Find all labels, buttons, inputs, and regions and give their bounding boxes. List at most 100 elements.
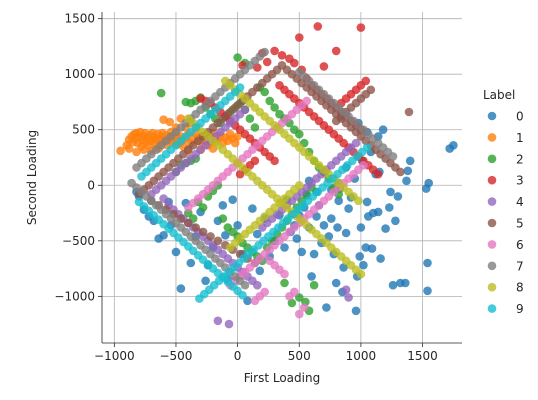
legend: Label 0 1 2 3 4 5 6 7 8 9: [483, 88, 524, 316]
point-label-0: [386, 187, 395, 197]
point-label-0: [356, 223, 366, 232]
point-label-6: [290, 287, 299, 297]
point-label-7: [388, 152, 398, 161]
point-label-2: [265, 96, 275, 106]
point-label-3: [270, 156, 279, 166]
point-label-0: [423, 286, 432, 296]
point-label-8: [356, 269, 366, 279]
y-tick-label: −1000: [54, 289, 95, 303]
point-label-0: [154, 234, 163, 243]
point-label-2: [250, 123, 260, 132]
point-label-2: [309, 280, 319, 290]
point-label-0: [255, 266, 265, 276]
point-label-0: [322, 303, 331, 312]
point-label-9: [235, 83, 245, 92]
x-axis-label: First Loading: [244, 371, 320, 385]
y-tick-label: 1000: [64, 67, 95, 81]
point-label-2: [218, 214, 228, 223]
point-label-0: [344, 204, 353, 213]
point-label-4: [341, 285, 351, 295]
point-label-4: [224, 319, 234, 329]
point-label-0: [355, 252, 365, 261]
point-label-6: [250, 296, 260, 306]
point-label-0: [423, 258, 432, 268]
point-label-3: [270, 46, 279, 56]
y-tick-label: 0: [87, 178, 95, 192]
point-label-6: [302, 96, 312, 106]
point-label-6: [295, 309, 304, 319]
legend-label-5: 5: [516, 217, 524, 231]
point-label-3: [290, 58, 299, 68]
point-label-3: [313, 22, 323, 31]
point-label-0: [331, 278, 341, 288]
point-label-0: [364, 212, 373, 221]
point-label-5: [331, 116, 341, 126]
legend-marker-1: [487, 133, 497, 142]
point-label-2: [198, 203, 208, 212]
point-label-4: [240, 105, 250, 114]
point-label-5: [277, 61, 287, 70]
x-tick-label: 0: [234, 349, 242, 363]
point-label-0: [421, 184, 431, 193]
point-label-4: [351, 138, 361, 148]
x-axis-ticks: −1000 −500 0 500 1000 1500: [94, 343, 438, 363]
point-label-0: [201, 276, 210, 286]
point-label-0: [252, 229, 262, 239]
point-label-0: [186, 258, 196, 268]
point-label-0: [280, 243, 289, 252]
point-label-5: [404, 107, 414, 117]
legend-label-7: 7: [516, 259, 524, 273]
point-label-0: [333, 223, 342, 232]
point-label-0: [376, 254, 385, 263]
point-label-0: [233, 221, 242, 230]
point-label-0: [385, 203, 394, 212]
point-label-0: [176, 284, 186, 293]
point-label-0: [405, 156, 415, 166]
point-label-0: [402, 176, 411, 186]
point-label-0: [248, 204, 257, 213]
legend-title: Label: [483, 88, 515, 102]
y-tick-label: 1500: [64, 12, 95, 26]
point-label-0: [171, 247, 181, 257]
point-label-0: [391, 216, 400, 226]
legend-marker-0: [487, 111, 497, 121]
point-label-2: [260, 87, 270, 97]
point-label-0: [228, 195, 237, 204]
point-label-5: [396, 167, 405, 177]
legend-label-9: 9: [516, 302, 524, 316]
point-label-3: [331, 46, 341, 56]
point-label-2: [156, 88, 166, 98]
legend-label-1: 1: [516, 131, 524, 145]
point-label-5: [213, 236, 223, 246]
point-label-7: [260, 47, 270, 57]
point-label-0: [327, 214, 336, 223]
point-label-1: [116, 146, 125, 156]
data-points: [116, 22, 458, 329]
legend-marker-3: [487, 175, 497, 185]
y-tick-label: −500: [62, 234, 95, 248]
point-label-9: [195, 294, 204, 303]
legend-marker-4: [487, 197, 497, 206]
x-tick-label: 500: [288, 349, 311, 363]
point-label-1: [124, 144, 134, 153]
point-label-2: [295, 129, 304, 139]
point-label-1: [165, 117, 175, 127]
y-axis-label: Second Loading: [25, 130, 39, 225]
legend-label-3: 3: [516, 174, 524, 188]
point-label-0: [324, 232, 334, 241]
point-label-7: [240, 280, 250, 290]
point-label-3: [235, 169, 245, 179]
point-label-0: [307, 272, 316, 281]
point-label-0: [388, 280, 398, 290]
point-label-6: [265, 256, 275, 266]
point-label-0: [445, 144, 455, 153]
point-label-0: [218, 201, 228, 210]
point-label-8: [354, 196, 363, 206]
point-label-5: [206, 232, 215, 241]
legend-marker-8: [487, 282, 497, 292]
point-label-2: [295, 293, 304, 302]
point-label-3: [356, 23, 366, 32]
point-label-0: [361, 243, 371, 252]
point-label-6: [299, 303, 309, 312]
